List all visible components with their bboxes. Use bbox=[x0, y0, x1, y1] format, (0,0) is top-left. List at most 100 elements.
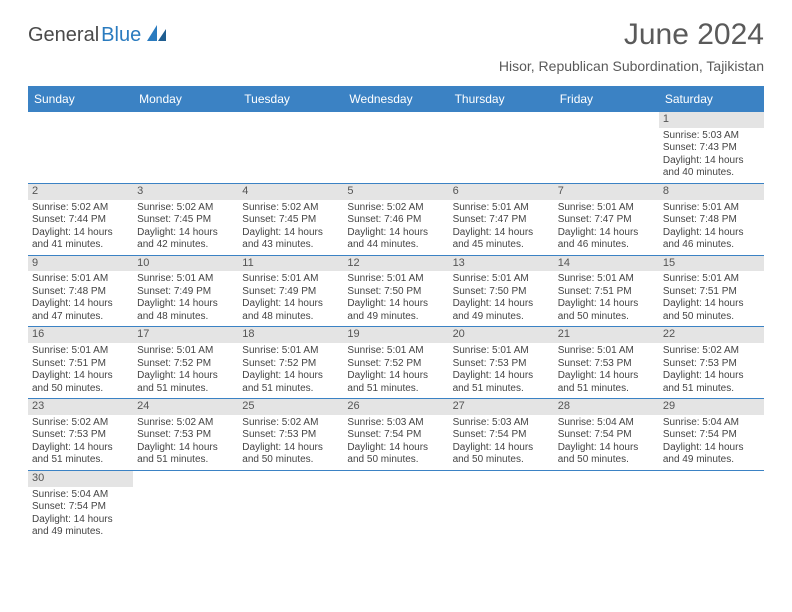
week-row: 23Sunrise: 5:02 AMSunset: 7:53 PMDayligh… bbox=[28, 399, 764, 471]
day-number: 9 bbox=[28, 256, 133, 272]
day-number: 26 bbox=[343, 399, 448, 415]
calendar-cell: 22Sunrise: 5:02 AMSunset: 7:53 PMDayligh… bbox=[659, 327, 764, 398]
daylight-line: Daylight: 14 hours and 50 minutes. bbox=[663, 298, 760, 323]
day-header: Monday bbox=[133, 87, 238, 112]
calendar-cell: 16Sunrise: 5:01 AMSunset: 7:51 PMDayligh… bbox=[28, 327, 133, 398]
day-number: 27 bbox=[449, 399, 554, 415]
sunrise-line: Sunrise: 5:04 AM bbox=[32, 489, 129, 502]
day-number: 14 bbox=[554, 256, 659, 272]
calendar-cell bbox=[133, 112, 238, 183]
sunrise-line: Sunrise: 5:01 AM bbox=[32, 345, 129, 358]
day-number: 15 bbox=[659, 256, 764, 272]
day-number: 29 bbox=[659, 399, 764, 415]
sunset-line: Sunset: 7:54 PM bbox=[347, 429, 444, 442]
daylight-line: Daylight: 14 hours and 48 minutes. bbox=[137, 298, 234, 323]
sunrise-line: Sunrise: 5:02 AM bbox=[663, 345, 760, 358]
calendar-cell: 23Sunrise: 5:02 AMSunset: 7:53 PMDayligh… bbox=[28, 399, 133, 470]
calendar-cell: 3Sunrise: 5:02 AMSunset: 7:45 PMDaylight… bbox=[133, 184, 238, 255]
day-number: 24 bbox=[133, 399, 238, 415]
calendar-cell bbox=[449, 471, 554, 542]
sunset-line: Sunset: 7:48 PM bbox=[663, 214, 760, 227]
week-row: 9Sunrise: 5:01 AMSunset: 7:48 PMDaylight… bbox=[28, 256, 764, 328]
sunset-line: Sunset: 7:47 PM bbox=[558, 214, 655, 227]
day-number: 17 bbox=[133, 327, 238, 343]
sunset-line: Sunset: 7:43 PM bbox=[663, 142, 760, 155]
sunrise-line: Sunrise: 5:01 AM bbox=[242, 273, 339, 286]
day-number: 23 bbox=[28, 399, 133, 415]
calendar-cell bbox=[554, 471, 659, 542]
sunrise-line: Sunrise: 5:01 AM bbox=[137, 345, 234, 358]
daylight-line: Daylight: 14 hours and 51 minutes. bbox=[137, 442, 234, 467]
week-row: 30Sunrise: 5:04 AMSunset: 7:54 PMDayligh… bbox=[28, 471, 764, 542]
week-row: 16Sunrise: 5:01 AMSunset: 7:51 PMDayligh… bbox=[28, 327, 764, 399]
calendar-cell: 6Sunrise: 5:01 AMSunset: 7:47 PMDaylight… bbox=[449, 184, 554, 255]
calendar-cell bbox=[133, 471, 238, 542]
sunset-line: Sunset: 7:54 PM bbox=[663, 429, 760, 442]
calendar-cell: 30Sunrise: 5:04 AMSunset: 7:54 PMDayligh… bbox=[28, 471, 133, 542]
daylight-line: Daylight: 14 hours and 45 minutes. bbox=[453, 227, 550, 252]
sunrise-line: Sunrise: 5:02 AM bbox=[137, 202, 234, 215]
header: GeneralBlue June 2024 Hisor, Republican … bbox=[28, 18, 764, 74]
sunrise-line: Sunrise: 5:01 AM bbox=[347, 273, 444, 286]
brand-logo: GeneralBlue bbox=[28, 24, 168, 47]
daylight-line: Daylight: 14 hours and 43 minutes. bbox=[242, 227, 339, 252]
calendar-cell: 26Sunrise: 5:03 AMSunset: 7:54 PMDayligh… bbox=[343, 399, 448, 470]
day-header: Tuesday bbox=[238, 87, 343, 112]
daylight-line: Daylight: 14 hours and 47 minutes. bbox=[32, 298, 129, 323]
sunrise-line: Sunrise: 5:02 AM bbox=[32, 202, 129, 215]
daylight-line: Daylight: 14 hours and 50 minutes. bbox=[347, 442, 444, 467]
sunset-line: Sunset: 7:48 PM bbox=[32, 286, 129, 299]
daylight-line: Daylight: 14 hours and 51 minutes. bbox=[347, 370, 444, 395]
sunset-line: Sunset: 7:45 PM bbox=[242, 214, 339, 227]
daylight-line: Daylight: 14 hours and 51 minutes. bbox=[32, 442, 129, 467]
calendar-cell: 24Sunrise: 5:02 AMSunset: 7:53 PMDayligh… bbox=[133, 399, 238, 470]
sunset-line: Sunset: 7:49 PM bbox=[137, 286, 234, 299]
day-header: Thursday bbox=[449, 87, 554, 112]
sunrise-line: Sunrise: 5:02 AM bbox=[32, 417, 129, 430]
calendar-cell: 14Sunrise: 5:01 AMSunset: 7:51 PMDayligh… bbox=[554, 256, 659, 327]
calendar-cell: 7Sunrise: 5:01 AMSunset: 7:47 PMDaylight… bbox=[554, 184, 659, 255]
day-header-row: SundayMondayTuesdayWednesdayThursdayFrid… bbox=[28, 87, 764, 112]
sail-icon bbox=[146, 24, 168, 47]
daylight-line: Daylight: 14 hours and 51 minutes. bbox=[137, 370, 234, 395]
day-number: 5 bbox=[343, 184, 448, 200]
sunrise-line: Sunrise: 5:01 AM bbox=[663, 202, 760, 215]
title-block: June 2024 Hisor, Republican Subordinatio… bbox=[499, 18, 764, 74]
day-number: 3 bbox=[133, 184, 238, 200]
daylight-line: Daylight: 14 hours and 50 minutes. bbox=[558, 298, 655, 323]
sunset-line: Sunset: 7:51 PM bbox=[558, 286, 655, 299]
sunset-line: Sunset: 7:54 PM bbox=[453, 429, 550, 442]
sunset-line: Sunset: 7:44 PM bbox=[32, 214, 129, 227]
sunrise-line: Sunrise: 5:04 AM bbox=[663, 417, 760, 430]
calendar-cell: 8Sunrise: 5:01 AMSunset: 7:48 PMDaylight… bbox=[659, 184, 764, 255]
daylight-line: Daylight: 14 hours and 44 minutes. bbox=[347, 227, 444, 252]
sunset-line: Sunset: 7:54 PM bbox=[32, 501, 129, 514]
sunrise-line: Sunrise: 5:01 AM bbox=[453, 273, 550, 286]
day-header: Wednesday bbox=[343, 87, 448, 112]
day-header: Saturday bbox=[659, 87, 764, 112]
day-number: 13 bbox=[449, 256, 554, 272]
day-number: 11 bbox=[238, 256, 343, 272]
calendar-cell: 1Sunrise: 5:03 AMSunset: 7:43 PMDaylight… bbox=[659, 112, 764, 183]
calendar-cell: 20Sunrise: 5:01 AMSunset: 7:53 PMDayligh… bbox=[449, 327, 554, 398]
daylight-line: Daylight: 14 hours and 50 minutes. bbox=[242, 442, 339, 467]
sunrise-line: Sunrise: 5:02 AM bbox=[242, 417, 339, 430]
daylight-line: Daylight: 14 hours and 50 minutes. bbox=[558, 442, 655, 467]
day-number: 8 bbox=[659, 184, 764, 200]
calendar: SundayMondayTuesdayWednesdayThursdayFrid… bbox=[28, 86, 764, 542]
sunset-line: Sunset: 7:50 PM bbox=[453, 286, 550, 299]
sunrise-line: Sunrise: 5:03 AM bbox=[663, 130, 760, 143]
day-number: 21 bbox=[554, 327, 659, 343]
calendar-cell: 25Sunrise: 5:02 AMSunset: 7:53 PMDayligh… bbox=[238, 399, 343, 470]
calendar-cell: 28Sunrise: 5:04 AMSunset: 7:54 PMDayligh… bbox=[554, 399, 659, 470]
brand-blue: Blue bbox=[101, 24, 141, 47]
month-title: June 2024 bbox=[499, 18, 764, 52]
daylight-line: Daylight: 14 hours and 48 minutes. bbox=[242, 298, 339, 323]
sunset-line: Sunset: 7:52 PM bbox=[347, 358, 444, 371]
daylight-line: Daylight: 14 hours and 42 minutes. bbox=[137, 227, 234, 252]
sunset-line: Sunset: 7:53 PM bbox=[453, 358, 550, 371]
daylight-line: Daylight: 14 hours and 50 minutes. bbox=[453, 442, 550, 467]
calendar-cell bbox=[449, 112, 554, 183]
calendar-cell: 4Sunrise: 5:02 AMSunset: 7:45 PMDaylight… bbox=[238, 184, 343, 255]
sunrise-line: Sunrise: 5:01 AM bbox=[242, 345, 339, 358]
